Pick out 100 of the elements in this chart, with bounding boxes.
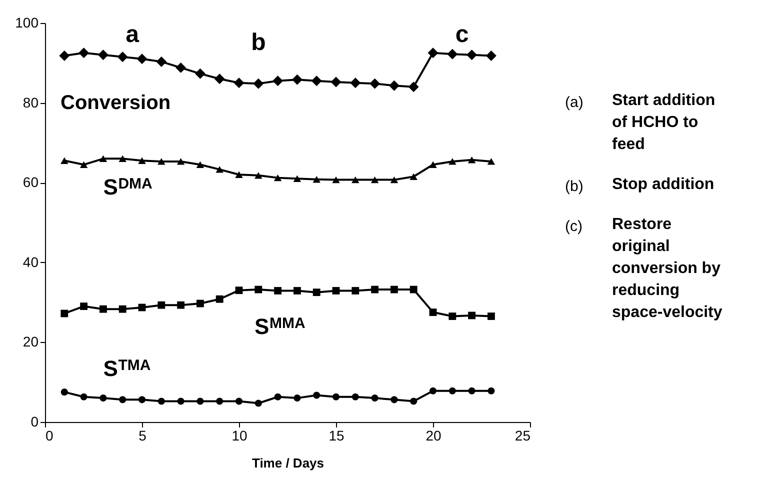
text: (b) Stop addition	[565, 176, 714, 195]
point	[488, 387, 495, 394]
y-tick-label: 80	[22, 94, 39, 110]
point	[254, 400, 262, 407]
point	[332, 287, 340, 294]
point	[196, 161, 204, 168]
point	[466, 50, 478, 60]
point	[294, 394, 301, 402]
point	[254, 286, 262, 294]
point	[60, 388, 68, 396]
point	[80, 393, 88, 400]
point	[118, 305, 126, 313]
point	[352, 287, 360, 294]
annotation: a	[126, 20, 140, 48]
point	[370, 176, 379, 184]
point	[408, 82, 419, 92]
point	[234, 78, 244, 88]
point	[370, 78, 380, 89]
point	[136, 54, 148, 64]
point	[60, 310, 68, 318]
point	[158, 301, 166, 309]
point	[177, 301, 185, 309]
point	[100, 394, 107, 402]
point	[312, 176, 320, 183]
point	[388, 80, 400, 91]
point	[98, 50, 108, 60]
point	[410, 398, 418, 405]
point	[176, 62, 186, 73]
x-tick-label: 10	[232, 428, 248, 444]
point	[158, 158, 166, 165]
point	[371, 286, 379, 294]
point	[311, 76, 322, 86]
point	[274, 393, 282, 400]
point	[216, 295, 224, 303]
point	[235, 171, 243, 178]
point	[448, 387, 456, 394]
x-tick-label: 5	[138, 428, 147, 444]
point	[138, 157, 146, 164]
point	[59, 50, 70, 61]
y-tick-label: 60	[22, 174, 39, 190]
point	[156, 56, 167, 67]
point	[486, 50, 496, 61]
point	[428, 48, 438, 58]
y-tick-label: 40	[22, 254, 39, 270]
point	[214, 74, 225, 84]
point	[292, 74, 302, 85]
point	[448, 312, 456, 320]
point	[99, 155, 108, 162]
point	[293, 175, 302, 182]
point	[253, 78, 264, 89]
y-tick-label: 20	[22, 334, 39, 350]
point	[254, 172, 262, 179]
point	[487, 158, 496, 165]
point	[350, 78, 361, 88]
y-tick-label: 100	[15, 14, 39, 30]
point	[272, 76, 284, 86]
point	[429, 387, 437, 394]
series-label: Conversion	[60, 92, 171, 114]
point	[448, 158, 456, 165]
point	[429, 308, 437, 316]
point	[119, 396, 126, 404]
point	[196, 398, 204, 405]
point	[80, 161, 88, 168]
point	[274, 174, 282, 182]
point	[99, 305, 107, 313]
point	[410, 286, 418, 294]
point	[330, 76, 342, 88]
point	[352, 393, 359, 400]
point	[60, 157, 68, 164]
point	[352, 176, 360, 184]
point	[468, 156, 476, 164]
point	[390, 396, 398, 404]
point	[390, 176, 398, 184]
x-tick-label: 20	[426, 428, 442, 444]
point	[410, 173, 418, 180]
point	[216, 398, 224, 405]
point	[487, 312, 495, 320]
point	[429, 161, 437, 168]
point	[468, 387, 476, 394]
point	[80, 302, 88, 310]
x-tick-label: 15	[328, 428, 344, 444]
point	[274, 287, 282, 294]
point	[447, 48, 458, 60]
point	[194, 68, 206, 79]
point	[78, 48, 90, 58]
y-tick-label: 0	[30, 414, 39, 430]
point	[235, 398, 243, 405]
point	[313, 392, 320, 399]
text: (a) Start addition of HCHO to feed	[565, 92, 716, 153]
point	[196, 300, 204, 308]
point	[468, 312, 476, 320]
text: (c) Restore original conversion by reducing space-velocity	[565, 216, 722, 321]
point	[118, 155, 126, 162]
point	[390, 286, 398, 294]
x-axis-title: Time / Days	[252, 456, 324, 470]
point	[312, 288, 320, 296]
point	[117, 52, 128, 62]
annotation: b	[251, 28, 266, 56]
point	[176, 158, 185, 165]
point	[293, 287, 301, 294]
